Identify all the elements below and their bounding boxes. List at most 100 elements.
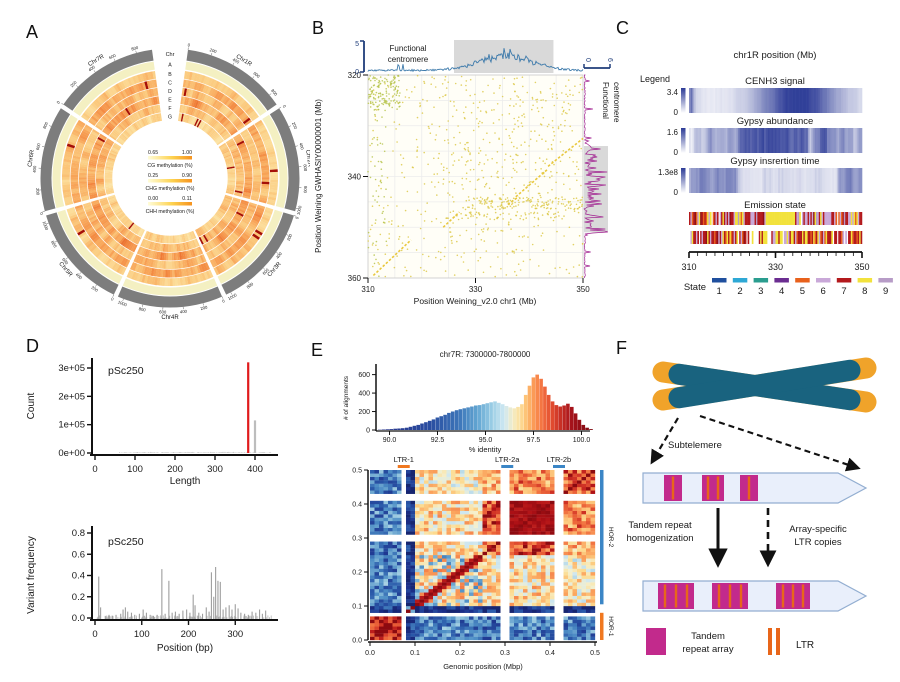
svg-text:B: B [168, 72, 172, 78]
svg-text:1000: 1000 [227, 292, 238, 301]
svg-text:600: 600 [61, 257, 70, 266]
svg-text:7: 7 [841, 286, 846, 297]
svg-text:0.1: 0.1 [410, 650, 420, 657]
svg-text:90.0: 90.0 [383, 437, 397, 444]
identity-graphics: 0 200 400 600 90.0 92.5 95.0 97.5 100.0 LTR-1 LTR-… [352, 364, 614, 657]
svg-text:3.4: 3.4 [667, 88, 679, 97]
panel-c-label: C [616, 18, 629, 38]
svg-text:200: 200 [291, 121, 299, 130]
svg-text:400: 400 [298, 142, 305, 151]
svg-text:340: 340 [348, 173, 362, 182]
svg-text:4: 4 [779, 286, 784, 297]
svg-text:0.3: 0.3 [352, 536, 362, 543]
svg-text:LTR-1: LTR-1 [394, 455, 414, 464]
svg-text:D: D [168, 89, 172, 95]
svg-text:0.0: 0.0 [72, 613, 85, 624]
svg-text:600: 600 [358, 372, 370, 379]
subtelomere-label: Subtelemere [668, 440, 722, 451]
tracks-graphics: CENH3 signal 3.4 0 Gypsy abundance 1.6 0 Gypsy… [658, 76, 893, 297]
svg-text:Chr2R: Chr2R [304, 149, 310, 168]
svg-text:97.5: 97.5 [527, 437, 541, 444]
position-axis-label: Position (bp) [157, 643, 213, 654]
svg-text:1000: 1000 [42, 220, 50, 231]
panel-a-label: A [26, 22, 39, 42]
svg-text:800: 800 [50, 240, 58, 249]
svg-text:200: 200 [200, 304, 209, 311]
tracks-legend-label: Legend [640, 74, 670, 84]
svg-text:600: 600 [303, 164, 309, 172]
svg-text:A: A [168, 63, 172, 69]
ltr-copies-label-2: LTR copies [794, 537, 842, 548]
genomic-position-axis-label: Genomic position (Mbp) [443, 662, 523, 671]
svg-text:400: 400 [358, 391, 370, 398]
tandem-legend-label-1: Tandem [691, 631, 725, 642]
svg-text:800: 800 [246, 281, 255, 290]
svg-text:2e+05: 2e+05 [58, 391, 85, 402]
variant-frequency-axis-label: Variant frequency [26, 536, 37, 614]
svg-text:0: 0 [92, 464, 97, 475]
dotplot-x-axis-label: Position Weining_v2.0 chr1 (Mb) [414, 296, 537, 306]
svg-text:320: 320 [348, 71, 362, 80]
svg-text:0.11: 0.11 [182, 196, 192, 202]
svg-text:0.4: 0.4 [72, 571, 85, 582]
svg-text:0: 0 [294, 215, 300, 219]
svg-text:8: 8 [862, 286, 867, 297]
svg-text:1.3e8: 1.3e8 [658, 168, 679, 177]
diagram-labels: Subtelemere Tandem repeat homogenization… [626, 440, 847, 655]
svg-text:0: 0 [39, 212, 45, 216]
panel-a-circos: Chr1R 0 200 400 600 800 Chr2R 0 200 400 600 800 1000… [18, 22, 310, 338]
svg-text:Chr6R: Chr6R [27, 149, 36, 168]
svg-text:400: 400 [87, 64, 96, 73]
svg-text:Emission state: Emission state [744, 200, 806, 211]
svg-text:0.5: 0.5 [352, 468, 362, 475]
svg-text:Chr3R: Chr3R [267, 261, 283, 279]
svg-text:0: 0 [92, 629, 97, 640]
svg-text:1.6: 1.6 [667, 128, 679, 137]
homogenization-label-2: homogenization [626, 533, 693, 544]
svg-text:C: C [168, 81, 172, 87]
svg-text:0: 0 [110, 296, 115, 302]
svg-text:200: 200 [167, 464, 183, 475]
svg-text:350: 350 [854, 262, 869, 272]
ltr-legend-label: LTR [796, 640, 814, 651]
svg-text:1000: 1000 [296, 205, 303, 216]
svg-text:3e+05: 3e+05 [58, 363, 85, 374]
svg-text:0: 0 [282, 104, 288, 109]
variant-chart-title: pSc250 [108, 536, 144, 548]
svg-text:95.0: 95.0 [479, 437, 493, 444]
svg-text:1.00: 1.00 [182, 150, 192, 156]
svg-text:0e+00: 0e+00 [58, 448, 85, 459]
top-profile-min-tick: 0 [355, 69, 359, 76]
top-centromere-label-1: Functional [390, 44, 427, 53]
panel-c-tracks: CENH3 signal 3.4 0 Gypsy abundance 1.6 0 Gypsy… [620, 12, 898, 332]
identity-axis-label: % identity [469, 445, 502, 454]
svg-text:600: 600 [159, 309, 167, 314]
svg-text:200: 200 [181, 629, 197, 640]
svg-text:600: 600 [252, 71, 261, 80]
svg-text:330: 330 [469, 285, 483, 294]
identity-labels: chr7R: 7300000-7800000 # of alignments %… [343, 350, 531, 671]
psc250-graphics: 0e+00 1e+05 2e+05 3e+05 0 100 200 300 400 0.0 0.2 0… [58, 358, 278, 640]
svg-text:300: 300 [227, 629, 243, 640]
tandem-legend-label-2: repeat array [682, 644, 733, 655]
svg-text:100: 100 [127, 464, 143, 475]
tracks-title: chr1R position (Mb) [734, 50, 817, 61]
synteny-dotplot: 310 330 350 320 340 360 5 0 Functional centro… [314, 40, 620, 306]
svg-text:1: 1 [717, 286, 722, 297]
alignments-axis-label: # of alignments [343, 375, 350, 420]
identity-heatmap: 0 200 400 600 90.0 92.5 95.0 97.5 100.0 LTR-1 LTR-… [343, 350, 614, 671]
svg-text:200: 200 [69, 79, 78, 88]
svg-text:6: 6 [821, 286, 826, 297]
psc250-charts: 0e+00 1e+05 2e+05 3e+05 0 100 200 300 400 0.0 0.2 0… [26, 358, 278, 654]
svg-text:0.65: 0.65 [148, 150, 158, 156]
diagram-graphics [642, 357, 877, 655]
svg-text:0.4: 0.4 [352, 502, 362, 509]
tracks-labels: chr1R position (Mb) Legend State [640, 50, 816, 293]
svg-text:HOR-1: HOR-1 [607, 616, 614, 637]
svg-text:200: 200 [209, 47, 218, 54]
svg-text:CENH3 signal: CENH3 signal [745, 76, 805, 87]
svg-text:0.0: 0.0 [365, 650, 375, 657]
panel-d-psc250: 0e+00 1e+05 2e+05 3e+05 0 100 200 300 400 0.0 0.2 0… [20, 338, 305, 678]
dotplot-labels: 5 0 Functional centromere 0 6 Functional… [314, 41, 620, 306]
svg-text:400: 400 [247, 464, 263, 475]
